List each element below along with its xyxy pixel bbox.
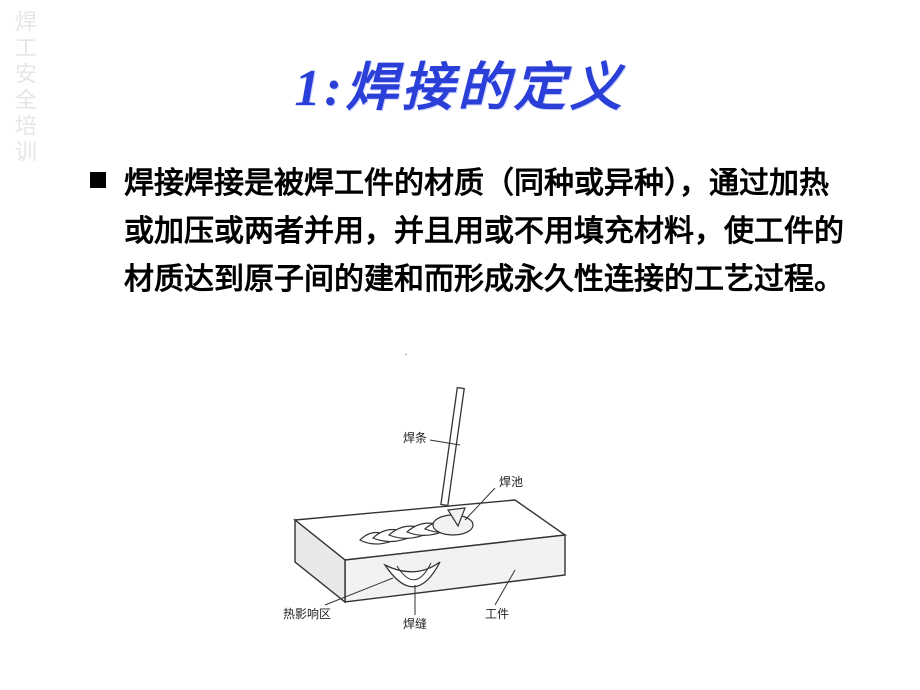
slide: 焊工安全培训 1:焊接的定义 焊接焊接是被焊工件的材质（同种或异种），通过加热或… [0,0,920,690]
label-workpiece: 工件 [485,607,509,621]
workpiece-shape [295,500,565,602]
decorative-dot: · [404,347,408,362]
label-haz: 热影响区 [283,606,331,621]
slide-title: 1:焊接的定义 [0,45,920,120]
bullet-item: 焊接焊接是被焊工件的材质（同种或异种），通过加热或加压或两者并用，并且用或不用填… [90,160,850,304]
label-seam: 焊缝 [403,616,427,630]
square-bullet-icon [90,172,106,188]
label-electrode: 焊条 [403,430,427,445]
welding-diagram: 焊条 焊池 热影响区 焊缝 工件 [265,380,595,630]
body-text: 焊接焊接是被焊工件的材质（同种或异种），通过加热或加压或两者并用，并且用或不用填… [124,160,850,304]
body-block: 焊接焊接是被焊工件的材质（同种或异种），通过加热或加压或两者并用，并且用或不用填… [90,160,850,304]
label-pool: 焊池 [499,474,523,489]
